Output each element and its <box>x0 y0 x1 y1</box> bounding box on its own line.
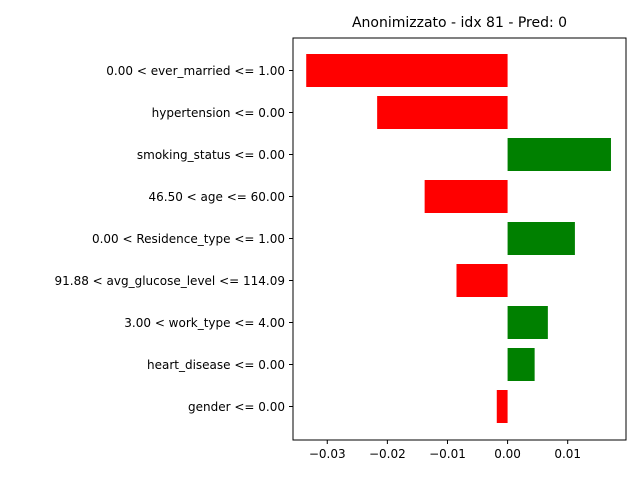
y-tick-label: 3.00 < work_type <= 4.00 <box>124 316 285 330</box>
x-axis-ticks: −0.03 −0.02 −0.01 0.00 0.01 <box>309 440 581 461</box>
bar-7 <box>507 348 535 381</box>
y-axis-ticks: 0.00 < ever_married <= 1.00 hypertension … <box>54 64 293 414</box>
y-tick-label: 46.50 < age <= 60.00 <box>149 190 285 204</box>
x-tick-label: 0.01 <box>554 447 581 461</box>
bar-1 <box>377 96 508 129</box>
bars-group <box>306 54 611 423</box>
bar-0 <box>306 54 508 87</box>
bar-5 <box>456 264 508 297</box>
y-tick-label: smoking_status <= 0.00 <box>137 148 285 162</box>
bar-4 <box>507 222 575 255</box>
y-tick-label: 0.00 < ever_married <= 1.00 <box>106 64 285 78</box>
y-tick-label: hypertension <= 0.00 <box>152 106 285 120</box>
y-tick-label: heart_disease <= 0.00 <box>147 358 285 372</box>
chart-title: Anonimizzato - idx 81 - Pred: 0 <box>352 15 567 31</box>
y-tick-label: 0.00 < Residence_type <= 1.00 <box>92 232 285 246</box>
plot-frame <box>292 37 627 441</box>
x-tick-label: −0.01 <box>429 447 466 461</box>
y-tick-label: 91.88 < avg_glucose_level <= 114.09 <box>54 274 285 288</box>
y-tick-label: gender <= 0.00 <box>188 400 285 414</box>
bar-3 <box>424 180 508 213</box>
bar-6 <box>507 306 548 339</box>
x-tick-label: −0.03 <box>309 447 346 461</box>
bar-2 <box>507 138 611 171</box>
bar-8 <box>496 390 508 423</box>
x-tick-label: −0.02 <box>369 447 406 461</box>
x-tick-label: 0.00 <box>494 447 521 461</box>
